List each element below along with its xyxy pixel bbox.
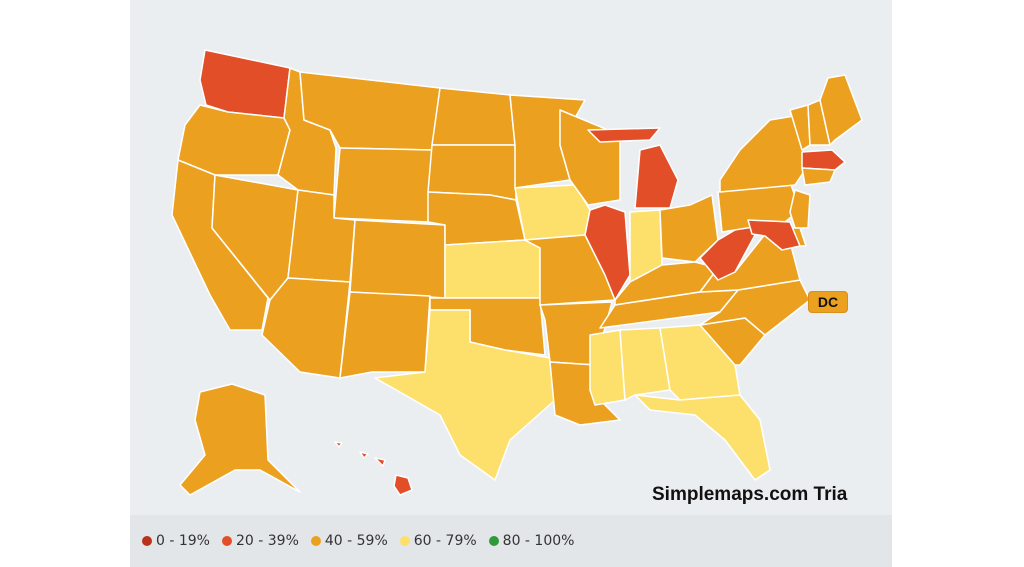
state-shape[interactable] (584, 204, 631, 301)
state-shape[interactable] (634, 144, 679, 209)
state-shape[interactable] (179, 383, 301, 496)
state-shape[interactable] (747, 219, 801, 251)
state-il[interactable] (584, 204, 631, 301)
state-fl[interactable] (634, 394, 771, 481)
state-shape[interactable] (719, 114, 806, 193)
state-md[interactable] (747, 219, 801, 251)
state-shape[interactable] (359, 451, 369, 459)
state-al[interactable] (619, 327, 671, 401)
state-ks[interactable] (444, 239, 541, 299)
state-shape[interactable] (444, 239, 541, 299)
state-shape[interactable] (261, 277, 351, 379)
state-shape[interactable] (374, 457, 386, 467)
legend-item-2[interactable]: 40 - 59% (310, 533, 388, 549)
state-shape[interactable] (634, 394, 771, 481)
legend-label: 20 - 39% (235, 533, 299, 549)
state-ms[interactable] (589, 329, 626, 406)
state-dc-badge[interactable]: DC (808, 291, 848, 313)
state-az[interactable] (261, 277, 351, 379)
state-shape[interactable] (393, 474, 413, 496)
state-ct[interactable] (801, 167, 836, 186)
legend-label: 80 - 100% (502, 533, 575, 549)
state-shape[interactable] (801, 149, 846, 171)
legend-dot (310, 536, 321, 546)
legend-item-0[interactable]: 0 - 19% (142, 533, 210, 549)
legend-label: 60 - 79% (413, 533, 477, 549)
legend: 0 - 19% 20 - 39% 40 - 59% 60 - 79% 80 - … (130, 515, 892, 567)
state-ny[interactable] (719, 114, 806, 193)
state-shape[interactable] (587, 127, 661, 143)
legend-dot (221, 536, 232, 546)
state-shape[interactable] (427, 144, 517, 201)
legend-item-3[interactable]: 60 - 79% (399, 533, 477, 549)
state-mi[interactable] (587, 127, 679, 209)
state-ak[interactable] (179, 383, 301, 496)
state-shape[interactable] (339, 291, 431, 379)
state-shape[interactable] (801, 167, 836, 186)
state-co[interactable] (349, 219, 446, 299)
state-nm[interactable] (339, 291, 431, 379)
legend-dot (399, 536, 410, 546)
legend-dot (142, 536, 152, 546)
watermark: Simplemaps.com Tria (652, 484, 848, 505)
legend-item-1[interactable]: 20 - 39% (221, 533, 299, 549)
state-nj[interactable] (789, 189, 811, 229)
legend-item-4[interactable]: 80 - 100% (488, 533, 575, 549)
state-nd[interactable] (431, 87, 516, 146)
state-shape[interactable] (431, 87, 516, 146)
state-tx[interactable] (374, 309, 556, 481)
legend-label: 0 - 19% (156, 533, 210, 549)
state-shape[interactable] (589, 329, 626, 406)
state-ma[interactable] (801, 149, 846, 171)
state-shape[interactable] (789, 189, 811, 229)
state-me[interactable] (819, 74, 863, 146)
state-shape[interactable] (819, 74, 863, 146)
state-shape[interactable] (374, 309, 556, 481)
state-shape[interactable] (619, 327, 671, 401)
state-shape[interactable] (334, 441, 343, 448)
state-hi[interactable] (334, 441, 413, 496)
state-shape[interactable] (333, 147, 433, 223)
legend-label: 40 - 59% (324, 533, 388, 549)
state-sd[interactable] (427, 144, 517, 201)
state-wy[interactable] (333, 147, 433, 223)
legend-dot (488, 536, 499, 546)
state-shape[interactable] (349, 219, 446, 299)
